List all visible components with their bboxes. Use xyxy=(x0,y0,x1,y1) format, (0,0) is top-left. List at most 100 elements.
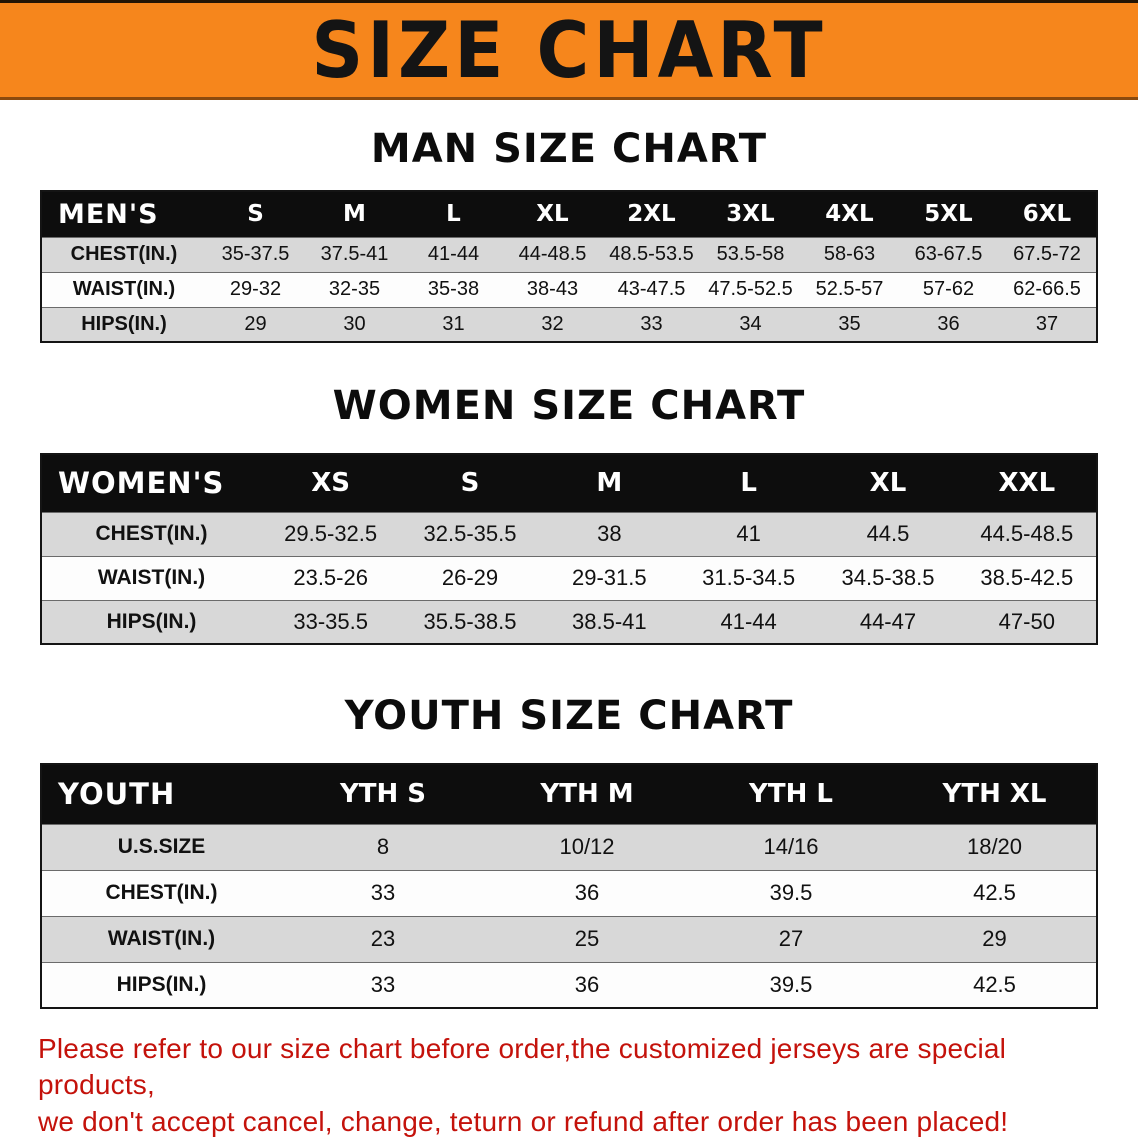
row-label: HIPS(IN.) xyxy=(81,312,167,335)
header-row: MEN'S S M L XL 2XL 3XL 4XL 5XL 6XL xyxy=(41,191,1097,237)
men-size-table: MEN'S S M L XL 2XL 3XL 4XL 5XL 6XL CHEST(IN.) 35-37… xyxy=(40,190,1098,343)
size-value: 27 xyxy=(778,926,804,951)
row-label: WAIST(IN.) xyxy=(97,566,206,589)
size-value: 34 xyxy=(739,312,762,335)
size-charts: MAN SIZE CHART MEN'S S M L XL 2XL 3XL 4XL 5XL 6XL… xyxy=(0,126,1138,1009)
size-value: 32-35 xyxy=(328,278,381,300)
disclaimer-line-2: we don't accept cancel, change, teturn o… xyxy=(38,1105,1009,1137)
size-value: 39.5 xyxy=(769,880,813,905)
row-label: HIPS(IN.) xyxy=(106,609,197,633)
size-value: 25 xyxy=(574,926,600,951)
size-value: 29-32 xyxy=(229,278,282,300)
size-column-header: YTH L xyxy=(689,764,893,824)
size-value: 29-31.5 xyxy=(572,565,647,590)
size-value: 52.5-57 xyxy=(815,278,884,300)
size-value: 53.5-58 xyxy=(716,243,785,265)
size-value: 35-37.5 xyxy=(221,243,290,265)
size-value: 33 xyxy=(640,312,663,335)
size-value: 36 xyxy=(574,971,600,997)
size-value: 57-62 xyxy=(922,278,975,300)
size-value: 36 xyxy=(574,880,600,905)
size-value: 36 xyxy=(937,312,960,335)
row-label: WAIST(IN.) xyxy=(107,927,216,950)
measurement-row: CHEST(IN.) 33 36 39.5 42.5 xyxy=(41,870,1097,916)
size-value: 30 xyxy=(343,312,366,335)
size-column-header: 6XL xyxy=(998,191,1097,237)
youth-size-table: YOUTH YTH S YTH M YTH L YTH XL U.S.SIZE 8 10/12… xyxy=(40,763,1098,1009)
size-value: 38.5-42.5 xyxy=(980,565,1074,590)
size-value: 67.5-72 xyxy=(1013,243,1081,265)
section-youth: YOUTH SIZE CHART YOUTH YTH S YTH M YTH L YTH… xyxy=(0,693,1138,1009)
size-value: 44-47 xyxy=(859,608,917,634)
size-column-header: L xyxy=(678,454,819,512)
measurement-row: U.S.SIZE 8 10/12 14/16 18/20 xyxy=(41,824,1097,870)
measurement-row: HIPS(IN.) 33 36 39.5 42.5 xyxy=(41,962,1097,1008)
size-column-header: XXL xyxy=(957,454,1097,512)
size-value: 41-44 xyxy=(720,608,777,634)
measurement-row: WAIST(IN.) 29-32 32-35 35-38 38-43 43-47.5 47.… xyxy=(41,272,1097,307)
size-value: 38.5-41 xyxy=(572,608,647,634)
size-column-header: 4XL xyxy=(800,191,899,237)
size-column-header: 2XL xyxy=(602,191,701,237)
disclaimer: Please refer to our size chart before or… xyxy=(38,1031,1100,1140)
size-value: 33 xyxy=(370,880,396,905)
measurement-row: WAIST(IN.) 23.5-26 26-29 29-31.5 31.5-34.5 34… xyxy=(41,556,1097,600)
size-value: 32 xyxy=(541,312,564,335)
table-title-cell: YOUTH xyxy=(41,764,281,824)
measurement-row: HIPS(IN.) 29 30 31 32 33 34 35 36 37 xyxy=(41,307,1097,342)
measurement-row: CHEST(IN.) 29.5-32.5 32.5-35.5 38 41 44.5 44.5… xyxy=(41,512,1097,556)
size-value: 34.5-38.5 xyxy=(841,565,935,590)
size-value: 47-50 xyxy=(998,608,1055,634)
size-value: 43-47.5 xyxy=(617,278,686,300)
size-column-header: L xyxy=(404,191,503,237)
size-value: 14/16 xyxy=(763,834,819,859)
header-row: WOMEN'S XS S M L XL XXL xyxy=(41,454,1097,512)
size-value: 29 xyxy=(244,312,267,335)
size-column-header: M xyxy=(305,191,404,237)
women-size-chart-heading: WOMEN SIZE CHART xyxy=(332,383,806,429)
size-value: 44.5-48.5 xyxy=(980,521,1074,546)
measurement-row: HIPS(IN.) 33-35.5 35.5-38.5 38.5-41 41-44 44-… xyxy=(41,600,1097,644)
size-column-header: 5XL xyxy=(899,191,998,237)
size-value: 58-63 xyxy=(823,243,876,265)
size-value: 44-48.5 xyxy=(518,243,587,265)
size-column-header: YTH XL xyxy=(893,764,1097,824)
size-column-header: XL xyxy=(503,191,602,237)
size-column-header: S xyxy=(206,191,305,237)
size-column-header: XS xyxy=(261,454,401,512)
row-label: U.S.SIZE xyxy=(117,835,206,858)
size-column-header: YTH S xyxy=(281,764,485,824)
row-label: CHEST(IN.) xyxy=(105,881,218,904)
row-label: WAIST(IN.) xyxy=(72,278,176,300)
size-column-header: S xyxy=(400,454,540,512)
size-value: 31.5-34.5 xyxy=(702,565,796,590)
section-men: MAN SIZE CHART MEN'S S M L XL 2XL 3XL 4XL 5XL 6XL… xyxy=(0,126,1138,343)
table-title-cell: WOMEN'S xyxy=(41,454,261,512)
size-value: 37 xyxy=(1035,312,1059,335)
size-value: 31 xyxy=(442,312,465,335)
page-title: SIZE CHART xyxy=(311,4,827,96)
size-value: 8 xyxy=(376,834,390,859)
size-value: 29.5-32.5 xyxy=(284,521,378,546)
size-value: 35.5-38.5 xyxy=(423,608,517,634)
size-value: 23.5-26 xyxy=(293,565,368,590)
header-row: YOUTH YTH S YTH M YTH L YTH XL xyxy=(41,764,1097,824)
size-value: 35-38 xyxy=(427,278,480,300)
size-value: 44.5 xyxy=(866,521,910,546)
disclaimer-line-1: Please refer to our size chart before or… xyxy=(38,1033,1007,1101)
size-value: 38 xyxy=(597,521,622,546)
row-label: HIPS(IN.) xyxy=(116,972,207,996)
size-value: 42.5 xyxy=(973,971,1016,997)
size-value: 41 xyxy=(736,521,761,546)
size-value: 33-35.5 xyxy=(293,608,368,634)
measurement-row: WAIST(IN.) 23 25 27 29 xyxy=(41,916,1097,962)
size-column-header: M xyxy=(539,454,679,512)
size-value: 41-44 xyxy=(427,243,480,265)
size-value: 35 xyxy=(838,312,861,335)
table-title-cell: MEN'S xyxy=(41,191,206,237)
size-value: 33 xyxy=(370,971,396,997)
size-value: 26-29 xyxy=(441,565,499,590)
size-value: 37.5-41 xyxy=(320,243,389,265)
size-value: 18/20 xyxy=(966,834,1023,859)
section-women: WOMEN SIZE CHART WOMEN'S XS S M L XL XXL CHEST(… xyxy=(0,383,1138,645)
